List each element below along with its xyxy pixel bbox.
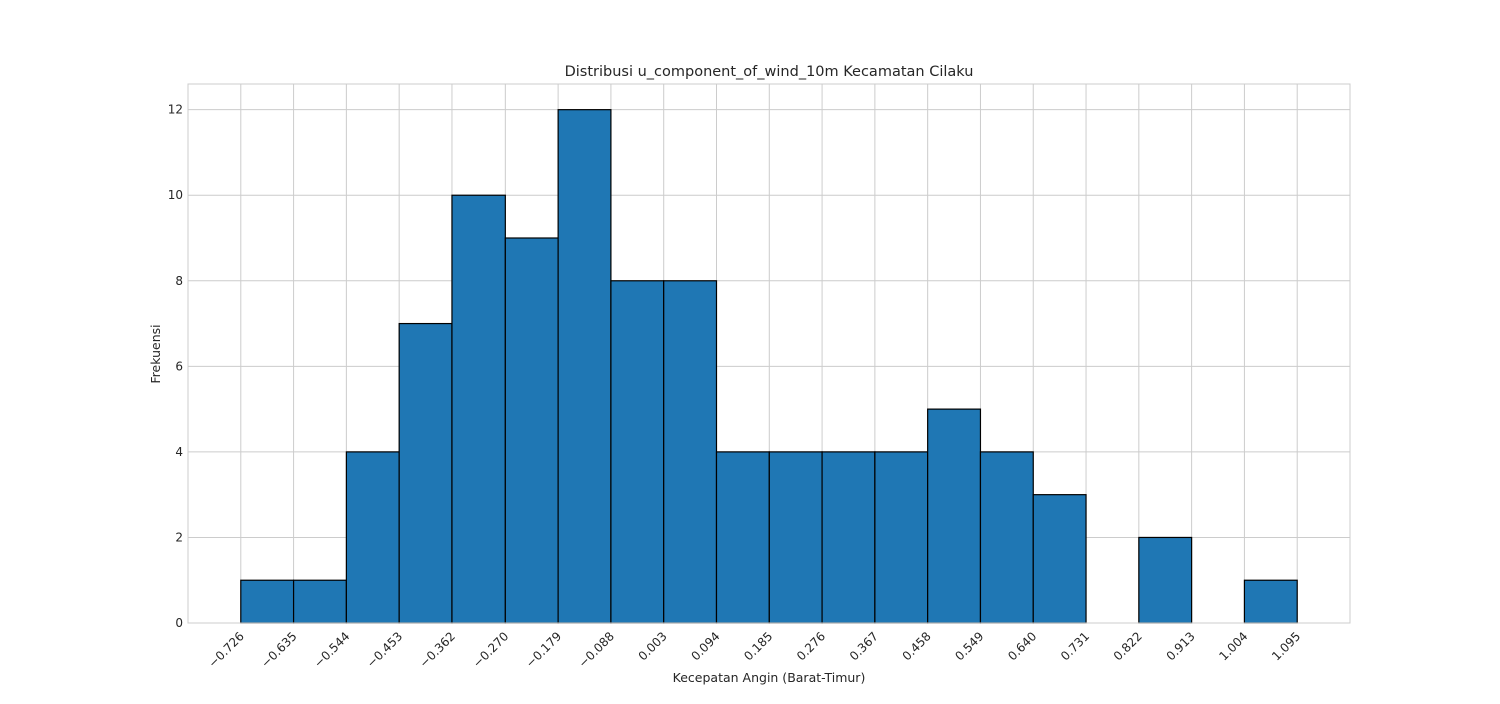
histogram-bar: [768, 451, 823, 624]
histogram-bar: [1243, 579, 1298, 624]
histogram-bar: [821, 451, 876, 624]
x-tick-label: −0.362: [417, 629, 458, 670]
x-tick-label: −0.088: [576, 629, 617, 670]
x-tick-label: 0.913: [1164, 629, 1198, 663]
x-tick-label: 1.004: [1216, 629, 1250, 663]
x-tick-label: 0.549: [952, 629, 986, 663]
x-tick-label: −0.453: [364, 629, 405, 670]
y-tick-labels: 0 2 4 6 8 10 12: [168, 103, 183, 630]
histogram-bar: [451, 194, 506, 624]
histogram-bar: [927, 408, 982, 624]
histogram-bar: [240, 579, 295, 624]
histogram-bar: [345, 451, 400, 624]
x-tick-label: 0.640: [1005, 629, 1039, 663]
x-tick-label: −0.726: [206, 629, 247, 670]
histogram-bar: [557, 109, 612, 624]
y-tick-label: 6: [175, 359, 183, 373]
x-tick-label: 0.094: [688, 629, 722, 663]
y-axis-label: Frekuensi: [148, 324, 163, 383]
y-tick-label: 4: [175, 445, 183, 459]
x-tick-label: 1.095: [1269, 629, 1303, 663]
x-axis-label: Kecepatan Angin (Barat-Timur): [673, 670, 866, 685]
x-tick-label: 0.458: [900, 629, 934, 663]
x-tick-label: 0.185: [741, 629, 775, 663]
histogram-bar: [715, 451, 770, 624]
bars-layer: [240, 109, 1298, 624]
histogram-bar: [979, 451, 1034, 624]
histogram-bar: [610, 280, 665, 624]
x-tick-label: 0.731: [1058, 629, 1092, 663]
y-tick-label: 0: [175, 616, 183, 630]
x-tick-label: −0.544: [311, 629, 352, 670]
chart-title: Distribusi u_component_of_wind_10m Kecam…: [565, 64, 974, 80]
y-tick-label: 8: [175, 274, 183, 288]
x-tick-label: −0.270: [470, 629, 511, 670]
histogram-bar: [1138, 536, 1193, 624]
histogram-bar: [504, 237, 559, 624]
x-tick-label: 0.367: [847, 629, 881, 663]
y-tick-label: 10: [168, 188, 183, 202]
histogram-bar: [874, 451, 929, 624]
plot-frame: [187, 83, 1351, 624]
histogram-bar: [663, 280, 718, 624]
x-tick-label: 0.822: [1111, 629, 1145, 663]
y-tick-label: 2: [175, 530, 183, 544]
x-tick-label: 0.276: [794, 629, 828, 663]
x-tick-label: −0.635: [258, 629, 299, 670]
histogram-bar: [398, 322, 453, 624]
histogram-bar: [292, 579, 347, 624]
x-tick-label: 0.003: [636, 629, 670, 663]
y-tick-label: 12: [168, 103, 183, 117]
x-tick-label: −0.179: [523, 629, 564, 670]
histogram-bar: [1032, 494, 1087, 624]
x-tick-labels: −0.726 −0.635 −0.544 −0.453 −0.362 −0.270 −0.1…: [206, 629, 1304, 670]
